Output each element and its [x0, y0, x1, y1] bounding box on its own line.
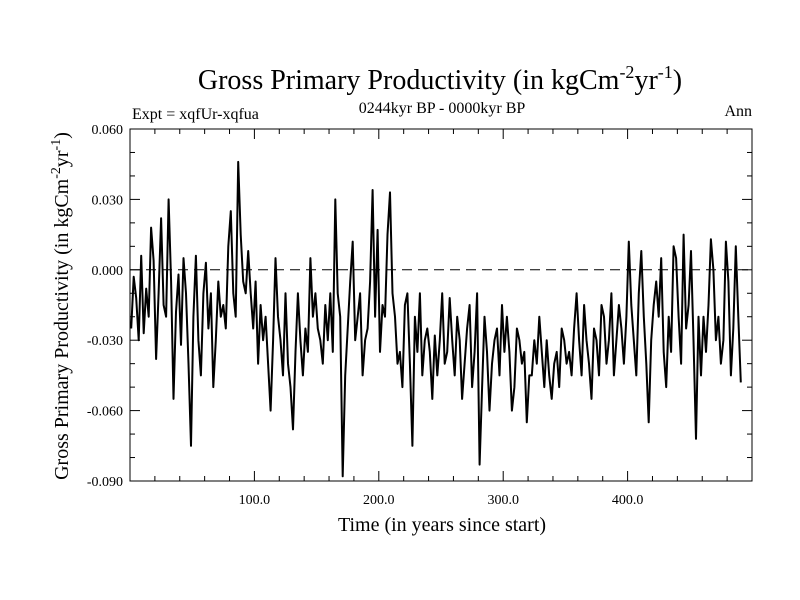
y-axis-label: Gross Primary Productivity (in kgCm-2yr-… [49, 132, 73, 480]
y-tick-label: 0.030 [92, 193, 124, 208]
season-label: Ann [724, 103, 752, 120]
axis-ticks [130, 128, 752, 482]
plot-frame [129, 128, 753, 482]
experiment-label: Expt = xqfUr-xqfua [132, 106, 259, 123]
y-tick-label: -0.090 [87, 475, 123, 490]
y-tick-label: 0.060 [92, 123, 124, 138]
y-tick-label: 0.000 [92, 264, 124, 279]
y-tick-label: -0.060 [87, 405, 123, 420]
x-tick-label: 400.0 [612, 493, 644, 508]
chart-title: Gross Primary Productivity (in kgCm-2yr-… [198, 62, 682, 96]
series-line-gpp-anomaly [130, 160, 742, 478]
period-label: 0244kyr BP - 0000kyr BP [359, 100, 526, 117]
x-axis-label: Time (in years since start) [338, 514, 546, 536]
x-tick-label: 300.0 [487, 493, 519, 508]
y-tick-label: -0.030 [87, 334, 123, 349]
x-tick-labels: 100.0 200.0 300.0 400.0 [239, 493, 644, 508]
y-tick-labels: 0.060 0.030 0.000 -0.030 -0.060 -0.090 [87, 123, 123, 490]
x-tick-label: 200.0 [363, 493, 395, 508]
x-tick-label: 100.0 [239, 493, 271, 508]
